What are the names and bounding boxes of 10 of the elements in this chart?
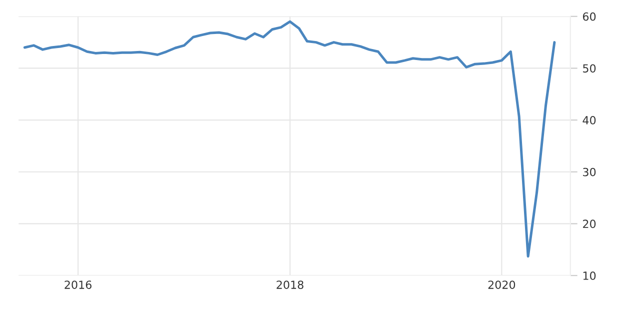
x-tick-label: 2018 [276, 280, 304, 289]
y-tick-label: 30 [583, 168, 596, 176]
y-tick-label: 40 [582, 116, 596, 124]
line-series [23, 20, 556, 258]
y-tick-label: 20 [583, 220, 596, 228]
y-tick-label: 50 [583, 64, 596, 73]
x-tick-label: 2016 [64, 280, 92, 289]
x-tick-label: 2020 [488, 280, 516, 289]
y-tick-label: 60 [582, 12, 596, 21]
y-tick-label: 10 [583, 271, 596, 280]
